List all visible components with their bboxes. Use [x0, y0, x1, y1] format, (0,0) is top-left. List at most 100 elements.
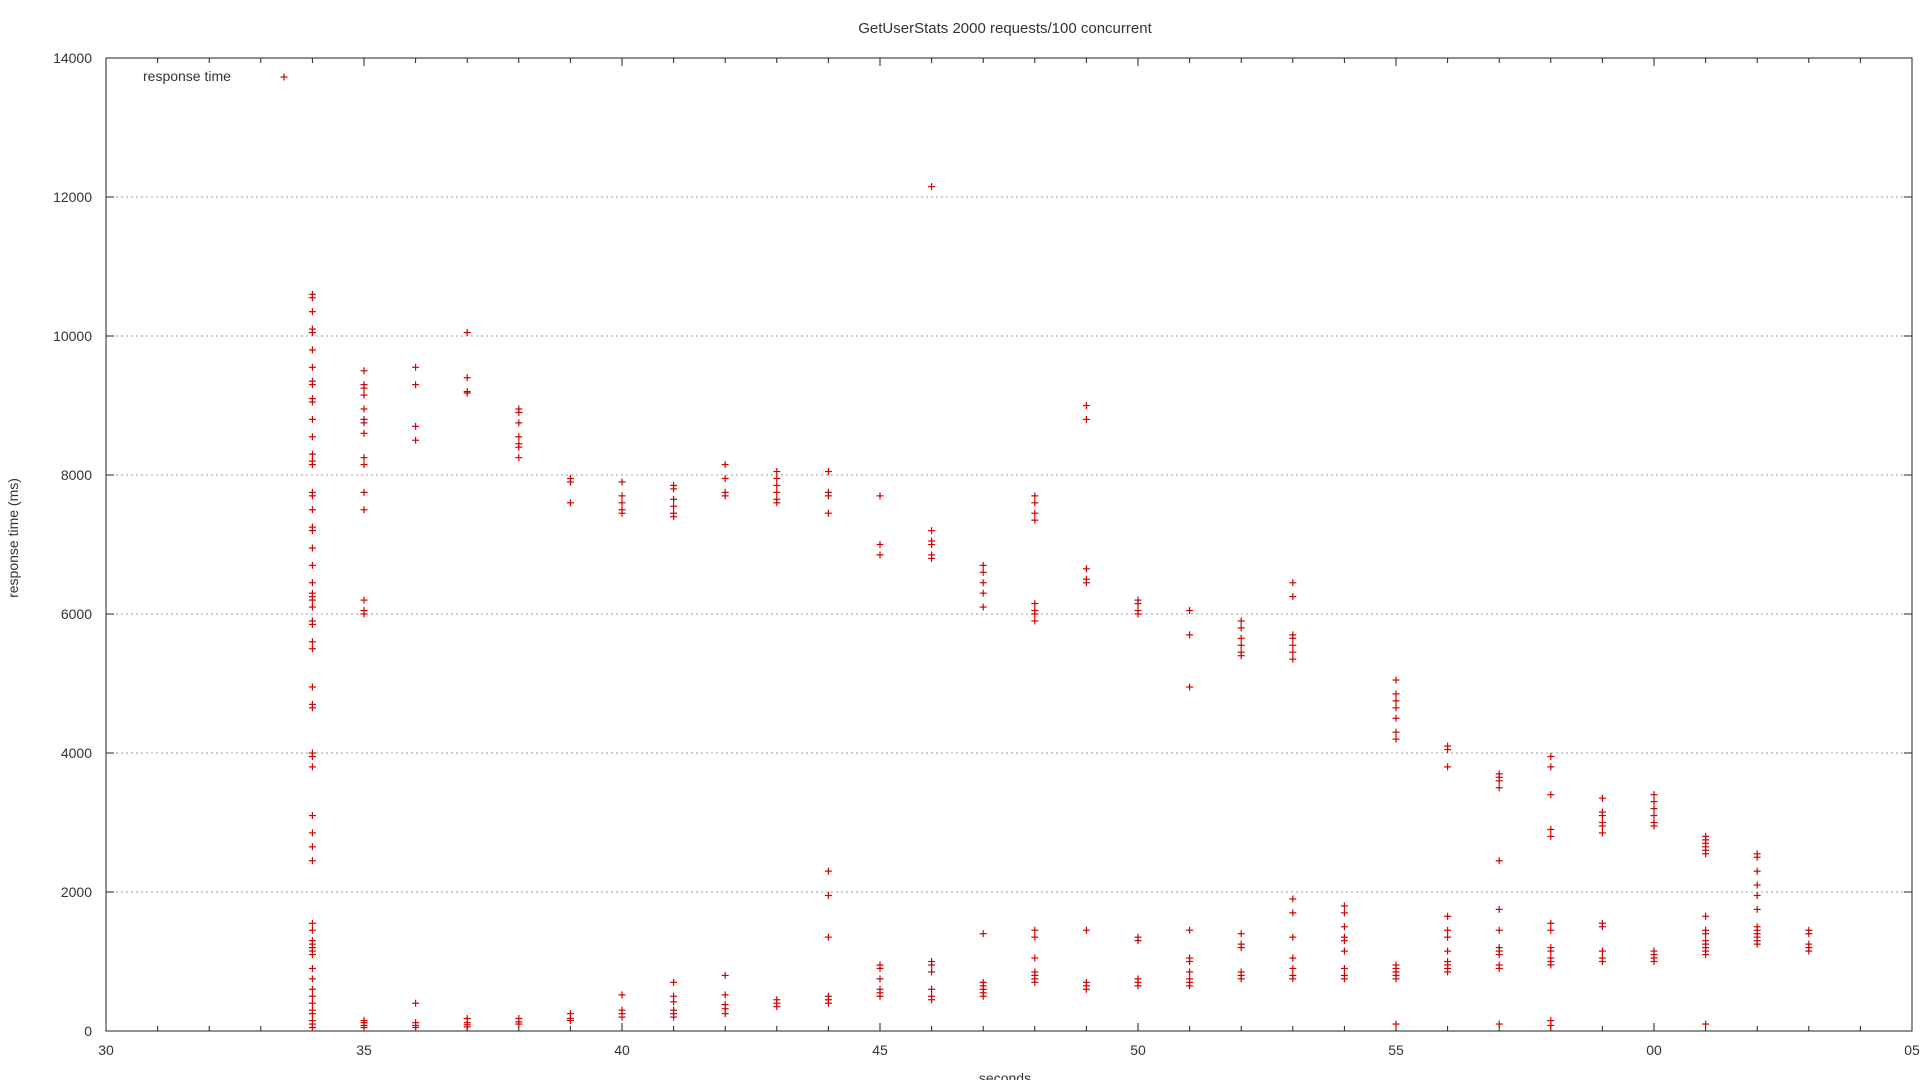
data-point [1444, 912, 1452, 920]
x-tick-label: 30 [98, 1042, 114, 1058]
data-point [928, 961, 936, 969]
data-point [1340, 975, 1348, 983]
data-point [308, 951, 316, 959]
data-point [463, 374, 471, 382]
plot-frame [105, 57, 1913, 1032]
data-point [1186, 631, 1194, 639]
x-tick-label: 40 [614, 1042, 630, 1058]
data-point [1495, 951, 1503, 959]
data-point [360, 391, 368, 399]
data-point [1547, 961, 1555, 969]
data-point [1495, 964, 1503, 972]
data-point [928, 541, 936, 548]
data-point [360, 506, 368, 514]
data-point [928, 968, 936, 976]
data-point [1598, 829, 1606, 837]
data-point [463, 329, 471, 337]
data-point [824, 509, 832, 517]
data-point [308, 506, 316, 514]
data-point [1237, 624, 1245, 632]
data-point [308, 975, 316, 983]
data-point [1650, 822, 1658, 830]
data-point [1134, 600, 1142, 608]
data-point [308, 294, 316, 302]
data-point [1495, 905, 1503, 913]
data-point [1340, 947, 1348, 955]
data-point [308, 544, 316, 552]
legend: response time [143, 68, 288, 84]
grid-lines [106, 196, 1912, 893]
data-point [1031, 933, 1039, 941]
data-point [1444, 763, 1452, 771]
data-point [1031, 610, 1039, 618]
data-point [670, 1013, 678, 1021]
data-point [308, 596, 316, 604]
data-point [308, 857, 316, 865]
data-point [308, 492, 316, 500]
data-point [1082, 926, 1090, 934]
data-point [360, 610, 368, 618]
data-point [1134, 937, 1142, 945]
data-point [1547, 832, 1555, 840]
data-point [1753, 881, 1761, 889]
data-point [566, 1017, 574, 1025]
data-point [1444, 947, 1452, 955]
data-point [566, 499, 574, 507]
data-point [618, 509, 626, 517]
data-point [1392, 690, 1400, 698]
chart-title: GetUserStats 2000 requests/100 concurren… [858, 20, 1152, 37]
x-tick-label: 05 [1904, 1042, 1920, 1058]
data-point [1495, 784, 1503, 792]
data-point [308, 415, 316, 423]
data-point [308, 638, 316, 646]
data-point [1547, 919, 1555, 927]
data-point [773, 468, 781, 476]
data-point [824, 468, 832, 476]
data-point [979, 992, 987, 1000]
data-point [1289, 641, 1297, 649]
data-point [618, 499, 626, 507]
data-point [360, 1024, 368, 1032]
data-point [515, 433, 523, 441]
data-point [412, 1024, 420, 1032]
data-point [1547, 825, 1555, 833]
data-point [876, 964, 884, 972]
x-tick-label: 35 [356, 1042, 372, 1058]
data-point [1289, 964, 1297, 972]
data-point [308, 1010, 316, 1018]
data-point [412, 381, 420, 389]
data-point [1702, 912, 1710, 920]
data-point [308, 829, 316, 837]
data-point [670, 502, 678, 510]
data-point [1547, 947, 1555, 955]
data-point [928, 183, 936, 191]
data-point [979, 589, 987, 597]
x-axis-label: seconds [979, 1070, 1031, 1080]
data-point [1444, 933, 1452, 941]
data-point [1392, 676, 1400, 684]
data-point [308, 346, 316, 354]
data-point [1650, 791, 1658, 799]
data-point [308, 1024, 316, 1032]
data-point [824, 933, 832, 941]
data-point [1753, 905, 1761, 913]
data-point [1392, 714, 1400, 722]
data-point [1289, 579, 1297, 587]
data-point [1082, 402, 1090, 409]
data-point [1753, 891, 1761, 899]
data-point [1392, 975, 1400, 983]
data-point [773, 499, 781, 507]
data-point [1186, 683, 1194, 691]
data-point [928, 996, 936, 1004]
data-point [670, 513, 678, 521]
data-point [1650, 805, 1658, 813]
data-point [308, 763, 316, 771]
data-point [360, 429, 368, 437]
data-point [1702, 951, 1710, 959]
data-point [308, 398, 316, 406]
data-point [876, 541, 884, 548]
data-point [928, 527, 936, 535]
data-point [979, 568, 987, 576]
data-point [773, 474, 781, 482]
data-point [1134, 610, 1142, 618]
